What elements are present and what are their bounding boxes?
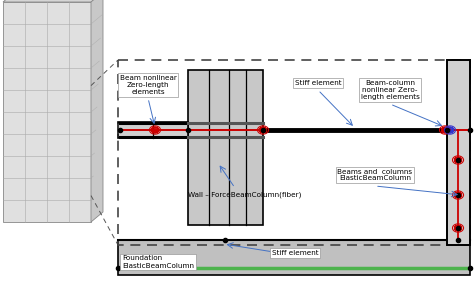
Bar (3, 2, 91, 222)
Bar (118, 122, 188, 138)
Text: Foundation
ElasticBeamColumn: Foundation ElasticBeamColumn (122, 255, 194, 269)
Text: Beam nonlinear
Zero-length
elements: Beam nonlinear Zero-length elements (119, 75, 176, 95)
Bar (118, 240, 470, 275)
Text: Beams and  columns
ElasticBeamColumn: Beams and columns ElasticBeamColumn (337, 168, 412, 182)
Text: Beam-column
nonlinear Zero-
length elements: Beam-column nonlinear Zero- length eleme… (361, 80, 419, 100)
Text: Wall – ForceBeamColumn(fiber): Wall – ForceBeamColumn(fiber) (188, 192, 301, 198)
Polygon shape (3, 0, 103, 2)
Polygon shape (91, 0, 103, 222)
Text: Stiff element: Stiff element (272, 250, 319, 256)
Bar (447, 60, 470, 245)
Text: Stiff element: Stiff element (295, 80, 341, 86)
Bar (118, 60, 470, 245)
Bar (188, 70, 263, 225)
